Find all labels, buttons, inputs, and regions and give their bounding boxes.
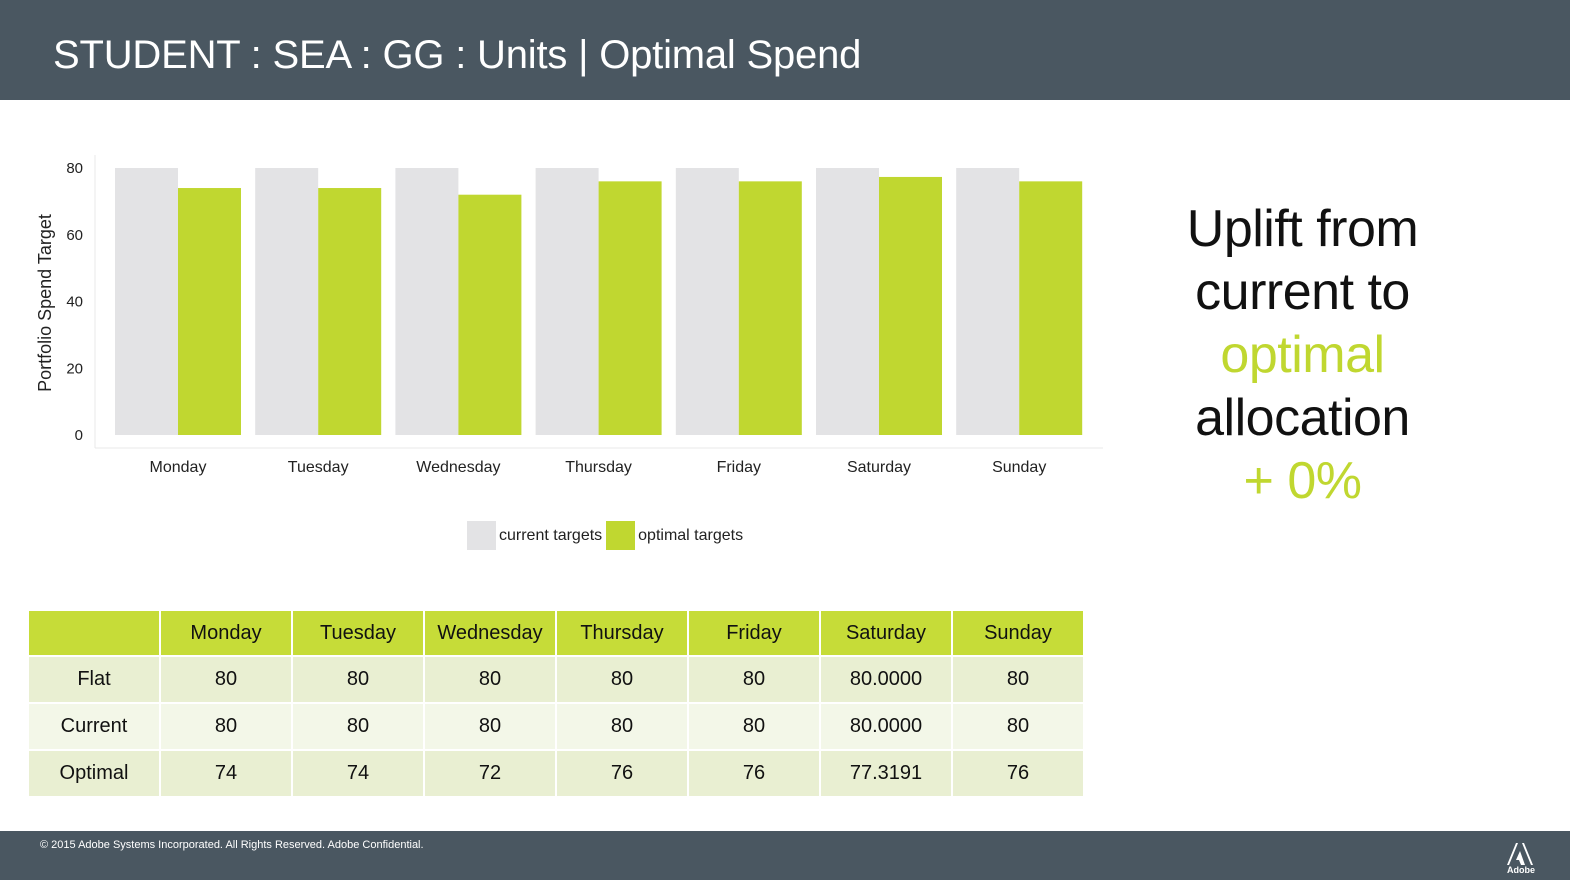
y-axis-ticks: 0 20 40 60 80 bbox=[66, 160, 83, 444]
table-cell: Flat bbox=[29, 657, 159, 704]
table-header-cell: Monday bbox=[161, 611, 291, 657]
slide-footer: © 2015 Adobe Systems Incorporated. All R… bbox=[0, 831, 1570, 880]
y-tick-label: 40 bbox=[66, 294, 83, 311]
table-cell: 80 bbox=[557, 704, 687, 751]
table-cell: 80 bbox=[293, 704, 423, 751]
table-cell: 80 bbox=[557, 657, 687, 704]
bar-chart-svg: 0 20 40 60 80 Monday Tuesday Wednesday Thursday… bbox=[35, 155, 1103, 476]
bar-current bbox=[395, 168, 459, 435]
bar-optimal bbox=[458, 194, 522, 435]
table-header-cell: Saturday bbox=[821, 611, 951, 657]
x-tick-label: Sunday bbox=[992, 459, 1046, 476]
bar-optimal bbox=[598, 181, 662, 435]
table-cell: 80 bbox=[425, 657, 555, 704]
slide-title: STUDENT : SEA : GG : Units | Optimal Spe… bbox=[53, 33, 862, 77]
table-cell: 80 bbox=[689, 657, 819, 704]
table-cell: 80 bbox=[689, 704, 819, 751]
legend-swatch-optimal bbox=[606, 521, 636, 550]
bar-current bbox=[956, 168, 1020, 435]
table-cell: 80.0000 bbox=[821, 704, 951, 751]
table-row: Current 80 80 80 80 80 80.0000 80 bbox=[29, 704, 1083, 751]
x-tick-label: Saturday bbox=[847, 459, 911, 476]
table-row: Flat 80 80 80 80 80 80.0000 80 bbox=[29, 657, 1083, 704]
x-tick-label: Monday bbox=[150, 459, 207, 476]
table-cell: 77.3191 bbox=[821, 751, 951, 798]
bar-chart: 0 20 40 60 80 Monday Tuesday Wednesday Thursday… bbox=[0, 100, 1120, 570]
table-cell: 74 bbox=[161, 751, 291, 798]
table-header-cell bbox=[29, 611, 159, 657]
table-cell: 80 bbox=[161, 657, 291, 704]
bar-optimal bbox=[879, 176, 942, 435]
bar-current bbox=[255, 168, 319, 435]
bar-optimal bbox=[1019, 181, 1083, 435]
table-header-row: Monday Tuesday Wednesday Thursday Friday… bbox=[29, 611, 1083, 657]
table-cell: 80 bbox=[425, 704, 555, 751]
chart-legend: current targets optimal targets bbox=[467, 521, 747, 550]
legend-label-optimal: optimal targets bbox=[638, 526, 744, 544]
x-tick-label: Wednesday bbox=[416, 459, 500, 476]
table-header-cell: Friday bbox=[689, 611, 819, 657]
table-cell: 80 bbox=[293, 657, 423, 704]
legend-swatch-current bbox=[467, 521, 496, 550]
bar-current bbox=[816, 168, 879, 435]
adobe-logo-text: Adobe bbox=[1507, 865, 1535, 875]
table-header-cell: Sunday bbox=[953, 611, 1083, 657]
bar-optimal bbox=[178, 188, 241, 435]
table-header-cell: Thursday bbox=[557, 611, 687, 657]
legend-label-current: current targets bbox=[499, 526, 603, 544]
bar-optimal bbox=[318, 188, 382, 435]
table-header-cell: Tuesday bbox=[293, 611, 423, 657]
table-cell: 76 bbox=[953, 751, 1083, 798]
callout-line-3: optimal bbox=[1220, 326, 1385, 384]
callout-uplift-value: + 0% bbox=[1243, 452, 1362, 510]
table-cell: 80.0000 bbox=[821, 657, 951, 704]
table-cell: 80 bbox=[161, 704, 291, 751]
table-cell: 76 bbox=[689, 751, 819, 798]
bar-current bbox=[675, 168, 739, 435]
table-cell: 80 bbox=[953, 657, 1083, 704]
y-axis-title: Portfolio Spend Target bbox=[35, 214, 55, 392]
targets-table: Monday Tuesday Wednesday Thursday Friday… bbox=[27, 611, 1085, 798]
bar-current bbox=[535, 168, 599, 435]
callout-line-1: Uplift from bbox=[1186, 200, 1419, 258]
y-tick-label: 20 bbox=[66, 360, 83, 377]
adobe-logo-icon bbox=[1507, 843, 1533, 865]
callout-line-4: allocation bbox=[1195, 389, 1410, 447]
x-tick-label: Friday bbox=[717, 459, 761, 476]
copyright-text: © 2015 Adobe Systems Incorporated. All R… bbox=[40, 839, 424, 851]
table-header-cell: Wednesday bbox=[425, 611, 555, 657]
x-tick-label: Tuesday bbox=[288, 459, 349, 476]
table-cell: 72 bbox=[425, 751, 555, 798]
table-cell: Current bbox=[29, 704, 159, 751]
bars-group bbox=[115, 168, 1083, 435]
table-row: Optimal 74 74 72 76 76 77.3191 76 bbox=[29, 751, 1083, 798]
table-cell: 80 bbox=[953, 704, 1083, 751]
plot-frame bbox=[94, 155, 1103, 449]
x-tick-label: Thursday bbox=[565, 459, 632, 476]
table-cell: 74 bbox=[293, 751, 423, 798]
bar-current bbox=[115, 168, 178, 435]
x-axis-labels: Monday Tuesday Wednesday Thursday Friday Satu… bbox=[150, 459, 1047, 476]
callout-line-2: current to bbox=[1195, 263, 1410, 321]
bar-optimal bbox=[738, 181, 802, 435]
y-tick-label: 60 bbox=[66, 227, 83, 244]
slide-header: STUDENT : SEA : GG : Units | Optimal Spe… bbox=[0, 0, 1570, 100]
y-tick-label: 80 bbox=[66, 160, 83, 177]
y-tick-label: 0 bbox=[75, 427, 83, 444]
table-cell: 76 bbox=[557, 751, 687, 798]
uplift-callout: Uplift from current to optimal allocatio… bbox=[1130, 198, 1475, 513]
table-cell: Optimal bbox=[29, 751, 159, 798]
